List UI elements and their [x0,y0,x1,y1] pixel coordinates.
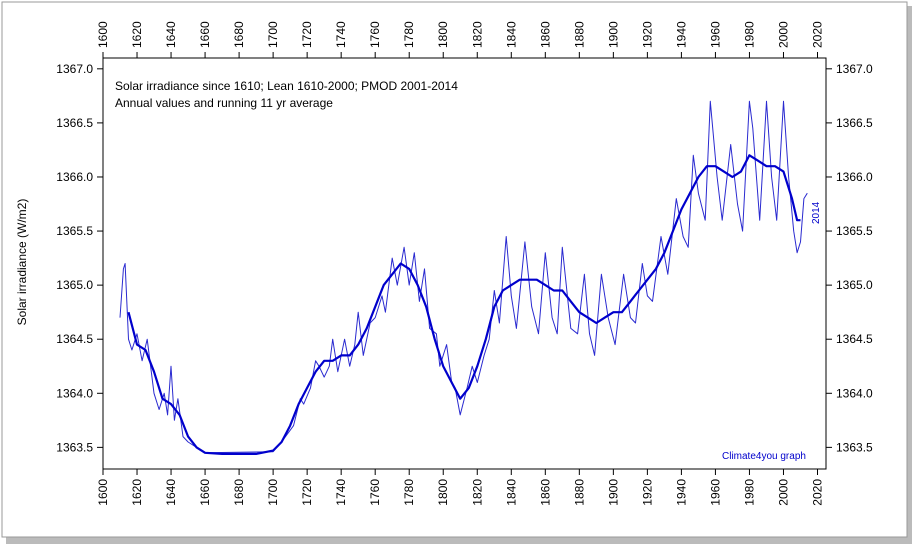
x-tick-label: 1880 [572,479,586,506]
y-tick-label: 1366.5 [836,116,873,130]
y-tick-label: 1364.5 [56,332,93,346]
x-tick-label: 2020 [810,21,824,48]
x-tick-label: 1740 [334,479,348,506]
end-year: 2014 [811,201,822,224]
credit: Climate4you graph [722,451,806,462]
x-tick-label: 1760 [368,21,382,48]
x-tick-label: 2000 [776,21,790,48]
y-tick-label: 1365.5 [56,224,93,238]
x-tick-label: 2000 [776,479,790,506]
x-tick-label: 1960 [708,479,722,506]
plot-area [102,57,827,470]
y-tick-label: 1363.5 [836,440,873,454]
y-tick-label: 1365.0 [56,278,93,292]
x-tick-label: 1660 [198,479,212,506]
y-tick-label: 1366.0 [836,170,873,184]
x-tick-label: 1860 [538,479,552,506]
x-tick-label: 1820 [470,479,484,506]
x-tick-label: 1780 [402,21,416,48]
y-axis-label: Solar irradiance (W/m2) [15,199,29,326]
x-tick-label: 1860 [538,21,552,48]
x-tick-label: 1840 [504,21,518,48]
x-tick-label: 1680 [232,21,246,48]
x-tick-label: 1600 [96,479,110,506]
y-tick-label: 1365.5 [836,224,873,238]
x-tick-label: 1900 [606,21,620,48]
y-tick-label: 1365.0 [836,278,873,292]
x-tick-label: 1920 [640,21,654,48]
x-tick-label: 1980 [742,21,756,48]
y-tick-label: 1364.0 [836,386,873,400]
x-tick-label: 1880 [572,21,586,48]
x-tick-label: 1800 [436,21,450,48]
subtitle: Solar irradiance since 1610; Lean 1610-2… [115,79,458,93]
y-tick-label: 1367.0 [56,62,93,76]
x-tick-label: 1940 [674,479,688,506]
x-tick-label: 1640 [164,479,178,506]
x-tick-label: 1680 [232,479,246,506]
x-tick-label: 1620 [130,479,144,506]
series-line [127,154,801,455]
x-tick-label: 1760 [368,479,382,506]
y-tick-label: 1363.5 [56,440,93,454]
x-tick-label: 1980 [742,479,756,506]
x-tick-label: 1700 [266,479,280,506]
y-tick-label: 1364.5 [836,332,873,346]
x-tick-label: 1620 [130,21,144,48]
x-tick-label: 1700 [266,21,280,48]
y-tick-label: 1366.0 [56,170,93,184]
y-tick-label: 1367.0 [836,62,873,76]
x-tick-label: 1780 [402,479,416,506]
x-tick-label: 1720 [300,21,314,48]
x-tick-label: 1940 [674,21,688,48]
x-tick-label: 2020 [810,479,824,506]
x-tick-label: 1720 [300,479,314,506]
x-tick-label: 1960 [708,21,722,48]
y-tick-label: 1364.0 [56,386,93,400]
x-tick-label: 1640 [164,21,178,48]
frame [1,1,908,538]
x-tick-label: 1800 [436,479,450,506]
x-tick-label: 1900 [606,479,620,506]
y-tick-label: 1366.5 [56,116,93,130]
x-tick-label: 1600 [96,21,110,48]
subtitle: Annual values and running 11 yr average [115,96,333,110]
x-tick-label: 1920 [640,479,654,506]
x-tick-label: 1740 [334,21,348,48]
x-tick-label: 1840 [504,479,518,506]
x-tick-label: 1660 [198,21,212,48]
x-tick-label: 1820 [470,21,484,48]
